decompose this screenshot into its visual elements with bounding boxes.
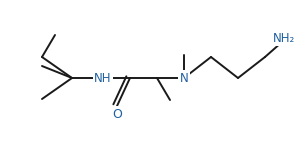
Text: NH₂: NH₂ — [273, 31, 295, 44]
Text: O: O — [112, 108, 122, 120]
Text: NH: NH — [94, 71, 112, 84]
Text: N: N — [180, 71, 188, 84]
